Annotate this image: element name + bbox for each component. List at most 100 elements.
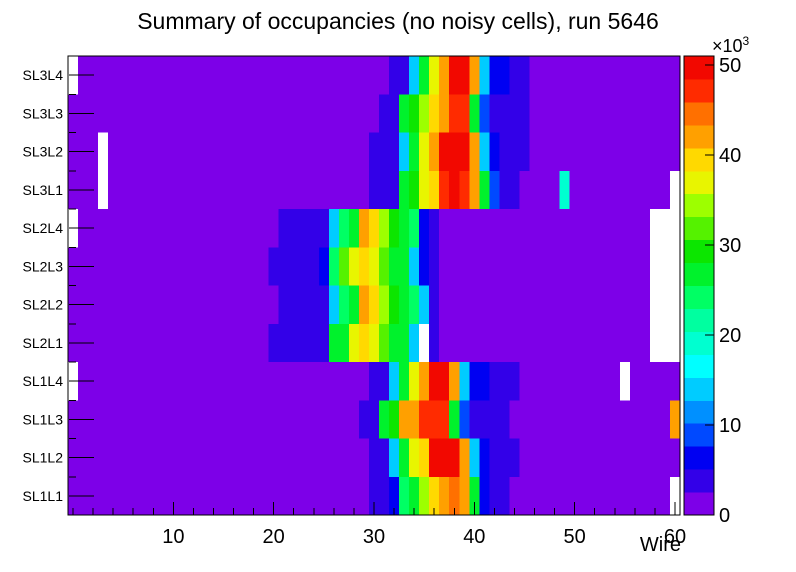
heatmap-cell (459, 132, 470, 171)
heatmap-cell (409, 476, 420, 515)
heatmap-cell (308, 247, 319, 286)
colorbar-band (684, 124, 714, 149)
heatmap-cell (459, 476, 470, 515)
heatmap-cell (429, 400, 440, 439)
heatmap-cell (479, 438, 490, 477)
heatmap-cell (489, 170, 500, 209)
heatmap-cell (278, 323, 289, 362)
heatmap-cell (368, 170, 380, 209)
heatmap-cell (399, 170, 410, 209)
x-tick-label: 20 (263, 526, 285, 548)
colorbar-scale-label: ×103 (712, 34, 749, 57)
x-axis: 10 20 30 40 50 60 (72, 502, 686, 548)
heatmap-cell (399, 323, 410, 362)
heatmap-cell (389, 209, 400, 248)
heatmap-cell (409, 323, 420, 362)
heatmap-cell (499, 438, 510, 477)
heatmap-cell (409, 209, 420, 248)
heatmap-cell (439, 56, 450, 95)
heatmap-cell (509, 170, 520, 209)
heatmap-empty-cell (659, 285, 670, 324)
heatmap-cell (368, 476, 380, 515)
heatmap-cell (288, 247, 299, 286)
heatmap-cell (489, 94, 500, 133)
colorbar: 0 10 20 30 40 50 (683, 55, 741, 527)
colorbar-band (684, 56, 714, 80)
heatmap-cell (298, 247, 309, 286)
heatmap-cell (268, 323, 279, 362)
heatmap-cell (389, 132, 400, 171)
heatmap-cell (669, 400, 680, 439)
heatmap-cell (409, 132, 420, 171)
colorbar-band (684, 170, 714, 195)
heatmap-cell (399, 209, 410, 248)
heatmap-cell (409, 438, 420, 477)
heatmap-cell (419, 94, 430, 133)
heatmap-cell (459, 362, 470, 401)
colorbar-tick-label: 50 (719, 55, 741, 77)
heatmap-cell (439, 438, 450, 477)
colorbar-tick-label: 0 (719, 505, 730, 527)
heatmap-cell (559, 170, 570, 209)
heatmap-cell (308, 209, 319, 248)
heatmap-empty-cell (659, 247, 670, 286)
heatmap-cell (389, 438, 400, 477)
colorbar-band (684, 147, 714, 172)
heatmap-cell (419, 438, 430, 477)
heatmap-cell (429, 170, 440, 209)
heatmap-cell (429, 132, 440, 171)
heatmap-cell (459, 170, 470, 209)
heatmap-empty-cell (619, 362, 630, 401)
heatmap-cell (439, 400, 450, 439)
heatmap-cell (409, 170, 420, 209)
y-tick-label: SL1L2 (23, 450, 64, 466)
heatmap-cell (449, 170, 460, 209)
heatmap-cell (469, 476, 480, 515)
heatmap-empty-cell (649, 285, 660, 324)
heatmap-cell (338, 285, 349, 324)
colorbar-band (684, 101, 714, 126)
heatmap-cell (399, 247, 410, 286)
heatmap-cell (268, 247, 279, 286)
heatmap-cell (449, 94, 460, 133)
scale-multiplier: ×10 (712, 36, 743, 56)
heatmap-cell (519, 94, 530, 133)
heatmap-cell (368, 209, 380, 248)
y-tick-label: SL2L2 (23, 297, 64, 313)
heatmap-cell (429, 209, 440, 248)
y-tick-label: SL3L1 (23, 182, 64, 198)
heatmap-cell (419, 476, 430, 515)
heatmap-cell (399, 132, 410, 171)
heatmap-cell (479, 132, 490, 171)
heatmap-cell (419, 170, 430, 209)
heatmap-cell (469, 400, 480, 439)
heatmap-cell (298, 209, 309, 248)
heatmap-cell (389, 56, 400, 95)
heatmap-cell (409, 247, 420, 286)
heatmap-cell (288, 323, 299, 362)
heatmap-cell (429, 285, 440, 324)
heatmap-cell (449, 476, 460, 515)
heatmap-cell (389, 362, 400, 401)
heatmap-cell (368, 285, 380, 324)
heatmap-cell (419, 285, 430, 324)
heatmap-cell (318, 209, 329, 248)
heatmap-cell (278, 285, 289, 324)
heatmap-cell (318, 285, 329, 324)
heatmap-cell (288, 209, 299, 248)
heatmap-cell (368, 438, 380, 477)
colorbar-band (684, 423, 714, 447)
colorbar-tick-label: 20 (719, 325, 741, 347)
heatmap-empty-cell (419, 323, 430, 362)
heatmap-cell (399, 438, 410, 477)
heatmap-cell (419, 247, 430, 286)
heatmap-empty-cell (659, 323, 670, 362)
heatmap-cell (519, 132, 530, 171)
heatmap-cell (509, 132, 520, 171)
heatmap-cell (469, 170, 480, 209)
heatmap-cell (348, 209, 359, 248)
heatmap-cell (489, 56, 500, 95)
colorbar-band (684, 331, 714, 355)
colorbar-band (684, 469, 714, 493)
heatmap-cell (469, 132, 480, 171)
